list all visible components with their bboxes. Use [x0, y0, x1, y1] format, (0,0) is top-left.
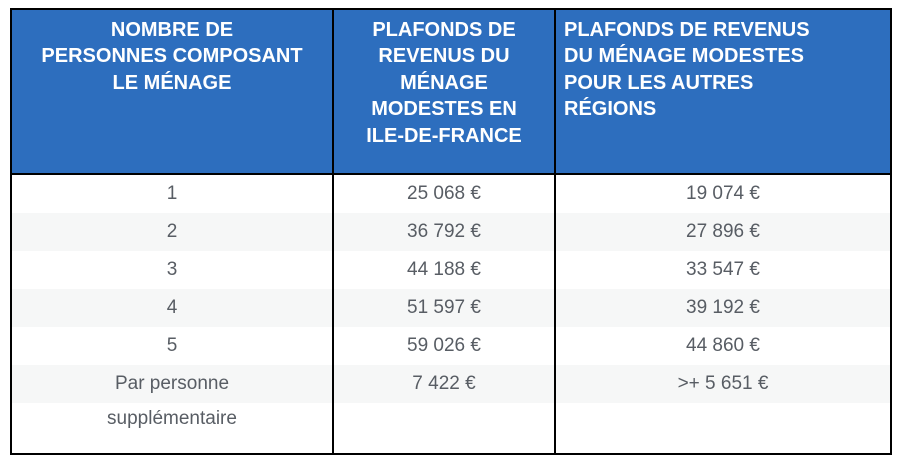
household-size-cell: 2: [11, 213, 333, 251]
header-idf-ceiling: PLAFONDS DE REVENUS DU MÉNAGE MODESTES E…: [332, 9, 555, 175]
table-row: supplémentaire: [11, 403, 891, 454]
table-row: 5 59 026 €44 860 €: [11, 327, 891, 365]
header-row: NOMBRE DE PERSONNES COMPOSANT LE MÉNAGE …: [11, 9, 891, 175]
table-row: 3 44 188 €33 547 €: [11, 251, 891, 289]
household-size-cell: 3: [11, 251, 333, 289]
table-row: 4 51 597 €39 192 €: [11, 289, 891, 327]
idf-ceiling-cell: 36 792 €: [332, 213, 555, 251]
table-row: Par personne 7 422 € >+ 5 651 €: [11, 365, 891, 403]
income-ceilings-table: NOMBRE DE PERSONNES COMPOSANT LE MÉNAGE …: [10, 8, 892, 455]
idf-ceiling-cell: 51 597 €: [332, 289, 555, 327]
idf-ceiling-cell: 59 026 €: [332, 327, 555, 365]
household-size-cell: 1: [11, 174, 333, 213]
household-size-cell: Par personne: [11, 365, 333, 403]
other-regions-ceiling-cell: [554, 403, 891, 454]
header-household-size: NOMBRE DE PERSONNES COMPOSANT LE MÉNAGE: [11, 9, 333, 175]
table-row: 1 25 068 €19 074 €: [11, 174, 891, 213]
household-size-cell: supplémentaire: [11, 403, 333, 454]
other-regions-ceiling-cell: 19 074 €: [554, 174, 891, 213]
other-regions-ceiling-cell: 44 860 €: [554, 327, 891, 365]
idf-ceiling-cell: 25 068 €: [332, 174, 555, 213]
table-row: 2 36 792 €27 896 €: [11, 213, 891, 251]
household-size-cell: 4: [11, 289, 333, 327]
other-regions-ceiling-cell: 39 192 €: [554, 289, 891, 327]
table-header: NOMBRE DE PERSONNES COMPOSANT LE MÉNAGE …: [11, 9, 891, 175]
other-regions-ceiling-cell: 27 896 €: [554, 213, 891, 251]
idf-ceiling-cell: 44 188 €: [332, 251, 555, 289]
other-regions-ceiling-cell: 33 547 €: [554, 251, 891, 289]
household-size-cell: 5: [11, 327, 333, 365]
table-body: 1 25 068 €19 074 €2 36 792 €27 896 €3 44 18…: [11, 174, 891, 454]
idf-ceiling-cell: 7 422 €: [332, 365, 555, 403]
idf-ceiling-cell: [332, 403, 555, 454]
other-regions-ceiling-cell: >+ 5 651 €: [554, 365, 891, 403]
header-other-regions-ceiling: PLAFONDS DE REVENUS DU MÉNAGE MODESTES P…: [554, 9, 891, 175]
